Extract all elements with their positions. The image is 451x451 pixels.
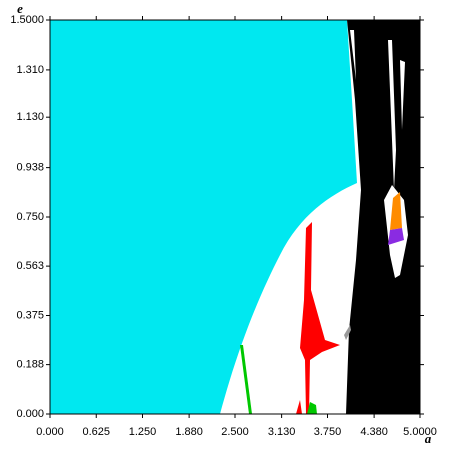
red-region bbox=[296, 400, 302, 414]
x-axis-label: a bbox=[425, 431, 432, 446]
x-tick-label: 3.750 bbox=[314, 426, 342, 438]
red-region bbox=[300, 222, 340, 414]
y-tick-label: 1.5000 bbox=[10, 14, 44, 26]
x-tick-label: 1.880 bbox=[175, 426, 203, 438]
y-tick-label: 1.310 bbox=[16, 64, 44, 76]
x-tick-label: 4.380 bbox=[360, 426, 388, 438]
y-tick-label: 0.750 bbox=[16, 211, 44, 223]
black-region bbox=[346, 20, 420, 414]
orange-region bbox=[390, 192, 402, 230]
x-tick-label: 3.130 bbox=[268, 426, 296, 438]
y-tick-label: 0.375 bbox=[16, 309, 44, 321]
y-tick-label: 0.938 bbox=[16, 162, 44, 174]
green-region bbox=[240, 345, 252, 414]
y-axis-label: e bbox=[17, 1, 23, 16]
x-tick-label: 0.000 bbox=[36, 426, 64, 438]
y-tick-label: 0.000 bbox=[16, 408, 44, 420]
regions bbox=[49, 19, 421, 415]
cyan-region bbox=[50, 20, 357, 414]
y-tick-label: 0.563 bbox=[16, 260, 44, 272]
y-tick-label: 1.130 bbox=[16, 111, 44, 123]
grey-region bbox=[344, 325, 351, 340]
x-tick-label: 0.625 bbox=[82, 426, 110, 438]
purple-region bbox=[388, 228, 404, 245]
x-tick-label: 5.0000 bbox=[403, 426, 437, 438]
green-region bbox=[307, 402, 317, 414]
x-tick-label: 2.500 bbox=[221, 426, 249, 438]
y-tick-label: 0.188 bbox=[16, 359, 44, 371]
x-tick-label: 1.250 bbox=[129, 426, 157, 438]
